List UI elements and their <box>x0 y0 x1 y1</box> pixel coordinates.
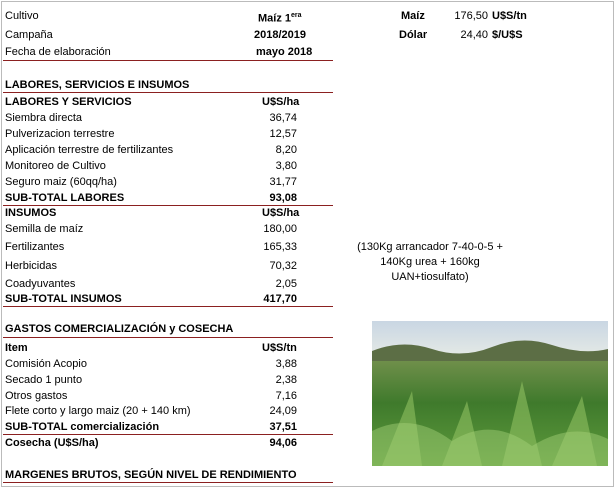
row-label: Siembra directa <box>5 112 83 124</box>
note-line: UAN+tiosulfato) <box>391 271 469 283</box>
row-value: 3,80 <box>275 160 297 172</box>
row-value: 70,32 <box>269 260 297 272</box>
row-label: Secado 1 punto <box>5 374 83 386</box>
row-label: SUB-TOTAL comercialización <box>5 421 160 433</box>
row-label: SUB-TOTAL INSUMOS <box>5 293 122 305</box>
label: Dólar <box>399 29 428 41</box>
label: Fecha de elaboración <box>5 46 111 58</box>
unit-header: U$S/tn <box>262 342 297 354</box>
label: Campaña <box>5 29 53 41</box>
value: 2018/2019 <box>254 29 306 41</box>
value: 176,50 <box>454 10 488 22</box>
unit: U$S/tn <box>492 10 527 22</box>
row-label: Pulverizacion terrestre <box>5 128 115 140</box>
section-title: GASTOS COMERCIALIZACIÓN y COSECHA <box>5 323 234 335</box>
unit: $/U$S <box>492 29 523 41</box>
rule <box>3 205 333 206</box>
crop-photo <box>372 321 608 466</box>
value: Maíz 1era <box>258 9 302 26</box>
rule <box>3 434 333 435</box>
row-value: 12,57 <box>269 128 297 140</box>
row-label: Semilla de maíz <box>5 223 84 235</box>
row-label: LABORES Y SERVICIOS <box>5 96 132 108</box>
value: 24,40 <box>460 29 488 41</box>
unit-header: U$S/ha <box>262 207 300 219</box>
row-value: 7,16 <box>275 390 297 402</box>
note-line: 140Kg urea + 160kg <box>380 256 480 268</box>
rule <box>3 337 333 338</box>
rule <box>3 60 333 61</box>
row-label: SUB-TOTAL LABORES <box>5 192 125 204</box>
label: Maíz <box>401 10 425 22</box>
row-value: 180,00 <box>263 223 297 235</box>
row-value: 417,70 <box>263 293 297 305</box>
row-value: 165,33 <box>263 241 297 253</box>
superscript: era <box>291 12 302 19</box>
row-value: 37,51 <box>269 421 297 433</box>
row-value: 93,08 <box>269 192 297 204</box>
note-line: (130Kg arrancador 7-40-0-5 + <box>357 241 503 253</box>
row-label: Otros gastos <box>5 390 68 402</box>
rule <box>3 92 333 93</box>
row-label: Monitoreo de Cultivo <box>5 160 106 172</box>
row-value: 2,38 <box>275 374 297 386</box>
row-value: 8,20 <box>275 144 297 156</box>
row-label: Item <box>5 342 28 354</box>
row-label: Flete corto y largo maiz (20 + 140 km) <box>5 405 191 417</box>
row-value: 36,74 <box>269 112 297 124</box>
row-value: 31,77 <box>269 176 297 188</box>
row-value: 24,09 <box>269 405 297 417</box>
section-title: MARGENES BRUTOS, SEGÚN NIVEL DE RENDIMIE… <box>5 469 297 481</box>
row-label: Comisión Acopio <box>5 358 87 370</box>
row-label: Aplicación terrestre de fertilizantes <box>5 144 174 156</box>
rule <box>3 482 333 483</box>
row-label: Coadyuvantes <box>5 278 76 290</box>
row-label: INSUMOS <box>5 207 57 219</box>
value: Maíz 1 <box>258 12 292 25</box>
section-title: LABORES, SERVICIOS E INSUMOS <box>5 79 190 91</box>
row-value: 2,05 <box>275 278 297 290</box>
row-label: Herbicidas <box>5 260 57 272</box>
row-label: Fertilizantes <box>5 241 65 253</box>
value: mayo 2018 <box>256 46 313 58</box>
label: Cultivo <box>5 10 39 22</box>
unit-header: U$S/ha <box>262 96 300 108</box>
rule <box>3 306 333 307</box>
row-value: 94,06 <box>269 437 297 449</box>
row-label: Seguro maiz (60qq/ha) <box>5 176 117 188</box>
row-label: Cosecha (U$S/ha) <box>5 437 99 449</box>
row-value: 3,88 <box>275 358 297 370</box>
